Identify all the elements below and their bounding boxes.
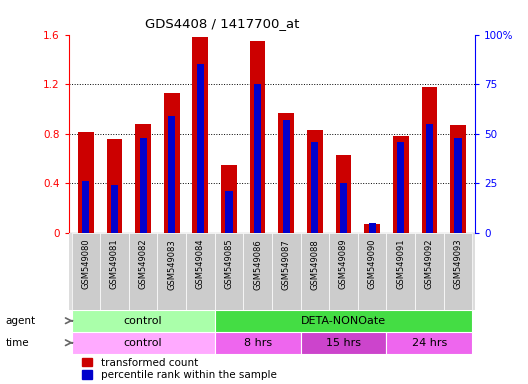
Text: DETA-NONOate: DETA-NONOate [301, 316, 386, 326]
Bar [78, 132, 93, 233]
Text: GSM549091: GSM549091 [396, 239, 406, 289]
Bar [139, 137, 147, 233]
Bar [82, 181, 89, 233]
Bar [426, 124, 433, 233]
Text: GSM549086: GSM549086 [253, 239, 262, 290]
Bar [71, 310, 215, 332]
Bar [386, 332, 473, 354]
Bar [100, 233, 129, 310]
Bar [421, 86, 437, 233]
Bar [358, 233, 386, 310]
Text: GSM549087: GSM549087 [282, 239, 291, 290]
Bar [135, 124, 151, 233]
Text: 8 hrs: 8 hrs [243, 338, 272, 348]
Bar [193, 37, 208, 233]
Text: 15 hrs: 15 hrs [326, 338, 361, 348]
Bar [300, 233, 329, 310]
Text: GSM549081: GSM549081 [110, 239, 119, 290]
Text: control: control [124, 338, 163, 348]
Bar [254, 84, 261, 233]
Text: GDS4408 / 1417700_at: GDS4408 / 1417700_at [145, 17, 299, 30]
Legend: transformed count, percentile rank within the sample: transformed count, percentile rank withi… [82, 358, 277, 380]
Bar [186, 233, 215, 310]
Text: GSM549092: GSM549092 [425, 239, 434, 289]
Bar [312, 142, 318, 233]
Bar [215, 332, 300, 354]
Text: GSM549082: GSM549082 [138, 239, 148, 290]
Text: agent: agent [5, 316, 35, 326]
Bar [397, 142, 404, 233]
Bar [215, 233, 243, 310]
Text: GSM549084: GSM549084 [196, 239, 205, 290]
Bar [215, 310, 473, 332]
Bar [278, 113, 294, 233]
Bar [225, 191, 232, 233]
Bar [157, 233, 186, 310]
Bar [250, 41, 266, 233]
Text: GSM549089: GSM549089 [339, 239, 348, 290]
Bar [386, 233, 415, 310]
Bar [336, 155, 351, 233]
Bar [243, 233, 272, 310]
Bar [71, 233, 100, 310]
Bar [444, 233, 473, 310]
Text: GSM549088: GSM549088 [310, 239, 319, 290]
Text: GSM549080: GSM549080 [81, 239, 90, 290]
Bar [272, 233, 300, 310]
Bar [369, 223, 376, 233]
Bar [168, 116, 175, 233]
Bar [300, 332, 386, 354]
Bar [71, 332, 215, 354]
Text: GSM549090: GSM549090 [367, 239, 376, 289]
Bar [307, 130, 323, 233]
Bar [364, 224, 380, 233]
Bar [455, 137, 461, 233]
Bar [450, 125, 466, 233]
Bar [164, 93, 180, 233]
Text: time: time [5, 338, 29, 348]
Text: control: control [124, 316, 163, 326]
Text: GSM549085: GSM549085 [224, 239, 233, 290]
Bar [111, 185, 118, 233]
Bar [107, 139, 122, 233]
Bar [197, 64, 204, 233]
Bar [129, 233, 157, 310]
Bar [282, 120, 290, 233]
Bar [340, 183, 347, 233]
Bar [415, 233, 444, 310]
Text: 24 hrs: 24 hrs [412, 338, 447, 348]
Text: GSM549083: GSM549083 [167, 239, 176, 290]
Bar [221, 165, 237, 233]
Text: GSM549093: GSM549093 [454, 239, 463, 290]
Bar [329, 233, 358, 310]
Bar [393, 136, 409, 233]
